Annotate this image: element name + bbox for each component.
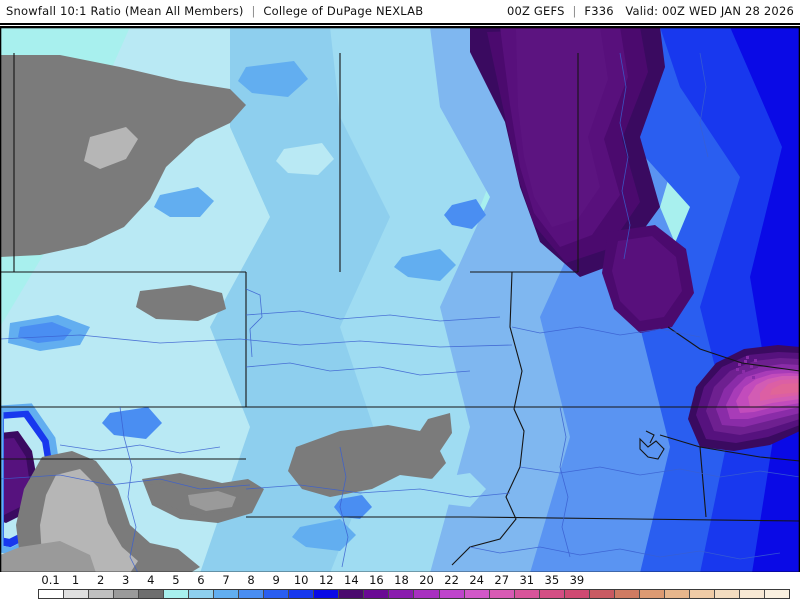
county-river-lines	[0, 52, 800, 572]
colorbar-swatch-16[interactable]	[439, 590, 465, 598]
colorbar-swatch-4[interactable]	[139, 590, 165, 598]
contour-region-nw-gray-light	[84, 127, 138, 169]
header-left-text: Snowfall 10:1 Ratio (Mean All Members) |…	[6, 4, 423, 18]
colorbar-swatch-14[interactable]	[389, 590, 415, 598]
colorbar-swatch-12[interactable]	[339, 590, 365, 598]
colorbar-swatch-28[interactable]	[739, 590, 765, 598]
colorbar-tick-18: 18	[394, 573, 409, 587]
colorbar-tick-6: 6	[197, 573, 205, 587]
colorbar-swatch-23[interactable]	[614, 590, 640, 598]
colorbar-swatch-1[interactable]	[64, 590, 90, 598]
contour-region-nw-gray-small	[136, 285, 226, 321]
colorbar-tick-31: 31	[519, 573, 535, 587]
colorbar-swatch-9[interactable]	[264, 590, 290, 598]
colorbar-tick-24: 24	[469, 573, 484, 587]
colorbar-swatch-13[interactable]	[364, 590, 390, 598]
contour-region-central-gray	[288, 413, 452, 497]
snowfall-contour-map[interactable]	[0, 27, 800, 572]
colorbar-tick-3: 3	[122, 573, 130, 587]
header-bar: Snowfall 10:1 Ratio (Mean All Members) |…	[0, 0, 800, 25]
contour-pocket-blue-5	[444, 199, 486, 229]
forecast-hour-label: F336	[584, 4, 614, 18]
header-right-text: 00Z GEFS | F336 Valid: 00Z WED JAN 28 20…	[507, 4, 794, 18]
colorbar-swatch-10[interactable]	[289, 590, 315, 598]
colorbar-swatch-19[interactable]	[514, 590, 540, 598]
colorbar-tick-labels: 0.1 1 2 3 4 5 6 7 8 9 10 12 14 16 18 20 22 24 27 31 35 39	[0, 572, 800, 588]
colorbar-swatch-0[interactable]	[39, 590, 65, 598]
colorbar-swatch-17[interactable]	[464, 590, 490, 598]
contour-region-ne-purple-core	[516, 27, 608, 227]
colorbar-tick-5: 5	[172, 573, 180, 587]
contour-pocket-blue-2	[154, 187, 214, 217]
colorbar-tick-0.1: 0.1	[41, 573, 60, 587]
colorbar-tick-4: 4	[147, 573, 155, 587]
colorbar-swatch-8[interactable]	[239, 590, 265, 598]
contour-pocket-blue-6	[102, 407, 162, 439]
valid-time-label: Valid: 00Z WED JAN 28 2026	[625, 4, 794, 18]
colorbar-swatch-15[interactable]	[414, 590, 440, 598]
colorbar-tick-27: 27	[494, 573, 510, 587]
colorbar-swatch-20[interactable]	[539, 590, 565, 598]
map-panel[interactable]	[0, 26, 800, 572]
colorbar-swatch-7[interactable]	[214, 590, 240, 598]
colorbar-tick-12: 12	[318, 573, 334, 587]
colorbar-tick-14: 14	[344, 573, 359, 587]
colorbar-tick-20: 20	[419, 573, 434, 587]
contour-pocket-blue-3	[238, 61, 308, 97]
contour-pocket-cyan-3	[422, 473, 486, 507]
colorbar-swatch-5[interactable]	[164, 590, 190, 598]
colorbar-swatch-27[interactable]	[714, 590, 740, 598]
contour-pocket-cyan-2	[222, 335, 280, 363]
contour-region-ne-purple-lobe-inner	[612, 236, 682, 321]
source-label: College of DuPage NEXLAB	[263, 4, 424, 18]
colorbar-tick-1: 1	[71, 573, 80, 587]
model-label: 00Z GEFS	[506, 4, 565, 18]
colorbar-swatch-25[interactable]	[664, 590, 690, 598]
header-separator-left: |	[251, 4, 256, 18]
header-separator-right: |	[572, 4, 577, 18]
contour-pocket-blue-4	[394, 249, 456, 281]
colorbar-tick-35: 35	[544, 573, 560, 587]
colorbar-tick-16: 16	[369, 573, 384, 587]
colorbar-tick-9: 9	[272, 573, 280, 587]
colorbar-swatch-24[interactable]	[639, 590, 665, 598]
colorbar-swatch-21[interactable]	[564, 590, 590, 598]
contour-speckle-cluster	[736, 356, 761, 379]
contour-region-sw-gray-east-light	[188, 491, 236, 511]
contour-pocket-blue-7	[292, 519, 356, 551]
product-title: Snowfall 10:1 Ratio (Mean All Members)	[6, 4, 244, 18]
colorbar-swatch-strip[interactable]	[38, 589, 790, 599]
colorbar-tick-2: 2	[96, 573, 105, 587]
contour-pocket-blue-8	[334, 495, 372, 519]
colorbar-swatch-18[interactable]	[489, 590, 515, 598]
colorbar-tick-10: 10	[293, 573, 309, 587]
colorbar-tick-7: 7	[222, 573, 230, 587]
colorbar-tick-22: 22	[444, 573, 459, 587]
contour-pocket-cyan-1	[276, 143, 334, 175]
colorbar-swatch-3[interactable]	[114, 590, 140, 598]
colorbar-tick-39: 39	[569, 573, 585, 587]
colorbar-swatch-29[interactable]	[764, 590, 789, 598]
colorbar-swatch-22[interactable]	[589, 590, 615, 598]
contour-region-sw-gray-bottom	[0, 541, 96, 572]
contour-bullseye-core	[770, 383, 800, 395]
colorbar-swatch-6[interactable]	[189, 590, 215, 598]
colorbar-tick-8: 8	[247, 573, 255, 587]
colorbar-legend[interactable]: 0.1 1 2 3 4 5 6 7 8 9 10 12 14 16 18 20 22 24 27 31 35 39	[0, 572, 800, 600]
colorbar-swatch-26[interactable]	[689, 590, 715, 598]
colorbar-swatch-11[interactable]	[314, 590, 340, 598]
colorbar-swatch-2[interactable]	[89, 590, 115, 598]
